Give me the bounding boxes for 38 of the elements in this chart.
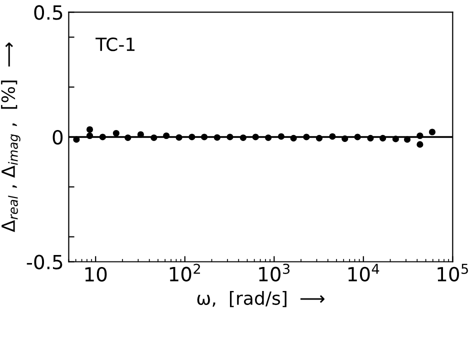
y-axis-title: Δ$_{real}$ , Δ$_{imag}$ , [%] ⟶ <box>1 42 20 232</box>
point <box>124 134 132 142</box>
point <box>176 134 182 141</box>
x-axis-title: ω, [rad/s] ⟶ <box>197 290 324 308</box>
annotation: TC-1 <box>96 37 135 52</box>
point <box>226 134 234 140</box>
point <box>150 134 158 142</box>
point <box>404 136 411 143</box>
point <box>200 134 208 140</box>
point <box>354 134 361 140</box>
point <box>416 132 424 140</box>
x-tick-label: 10$^{5}$ <box>438 264 468 282</box>
point <box>240 134 246 142</box>
point <box>303 134 310 140</box>
point <box>392 136 399 142</box>
point <box>329 133 336 140</box>
point <box>188 134 196 140</box>
y-tick-label: 0 <box>52 130 63 145</box>
point <box>380 134 386 142</box>
point <box>290 134 297 142</box>
point <box>342 135 348 142</box>
point <box>214 134 220 141</box>
x-tick-label: 10$^{4}$ <box>348 264 380 282</box>
x-tick-label: 10 <box>85 266 107 282</box>
point <box>316 134 323 142</box>
point <box>99 134 106 140</box>
point <box>112 130 120 137</box>
point <box>252 134 259 140</box>
y-tick-label: 0.5 <box>34 5 62 20</box>
point <box>278 133 284 140</box>
x-tick-label: 10$^{3}$ <box>259 264 290 282</box>
y-tick-label: -0.5 <box>26 254 62 270</box>
point <box>86 126 94 133</box>
x-tick-label: 10$^{2}$ <box>170 264 200 282</box>
point <box>163 132 170 140</box>
point <box>137 131 144 138</box>
point <box>367 134 374 142</box>
point <box>264 134 272 142</box>
